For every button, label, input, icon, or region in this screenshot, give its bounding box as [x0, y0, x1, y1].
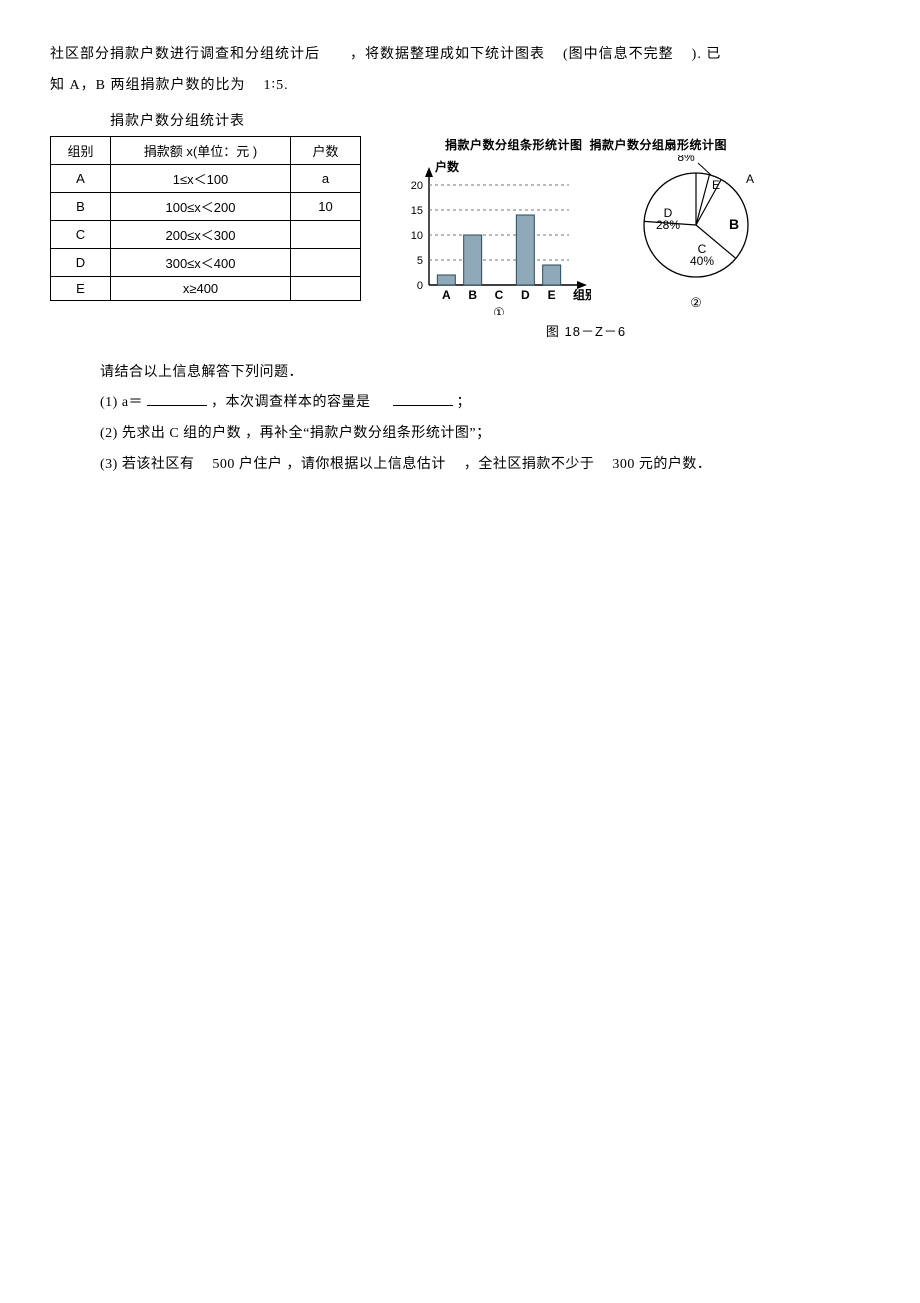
svg-text:C: C: [495, 288, 504, 302]
table-title: 捐款户数分组统计表: [110, 110, 870, 130]
svg-text:组别: 组别: [573, 287, 591, 302]
table-cell: B: [51, 192, 111, 220]
intro-paragraph: 社区部分捐款户数进行调查和分组统计后 ，将数据整理成如下统计图表 (图中信息不完整)…: [50, 40, 870, 102]
q1-text-c: ；: [457, 395, 472, 410]
table-cell: E: [51, 276, 111, 300]
svg-text:10: 10: [411, 230, 423, 242]
svg-text:20: 20: [411, 180, 423, 192]
table-cell: [291, 248, 361, 276]
table-cell: D: [51, 248, 111, 276]
intro-text-1d: ). 已: [692, 47, 722, 62]
table-header: 户数: [291, 136, 361, 164]
table-cell: 100≤x＜200: [111, 192, 291, 220]
svg-text:28%: 28%: [656, 218, 680, 232]
svg-text:15: 15: [411, 205, 423, 217]
svg-text:户数: 户数: [435, 159, 460, 174]
svg-text:5: 5: [417, 255, 423, 267]
table-cell: x≥400: [111, 276, 291, 300]
table-row: C200≤x＜300: [51, 220, 361, 248]
bar-chart-title: 捐款户数分组条形统计图: [445, 138, 583, 152]
svg-text:D: D: [521, 288, 530, 302]
table-header: 组别: [51, 136, 111, 164]
charts-area: 捐款户数分组条形统计图 捐款户数分组扇形统计图 户数 0 5 10 15 20 A B C D E 组…: [391, 136, 781, 340]
q3-text-a: (3) 若该社区有: [100, 457, 194, 472]
table-cell: [291, 220, 361, 248]
intro-text-2b: 1∶5.: [263, 78, 288, 93]
blank-field: [393, 392, 453, 406]
table-cell: A: [51, 164, 111, 192]
table-header-row: 组别 捐款额 x(单位：元 ) 户数: [51, 136, 361, 164]
q1-text-a: (1) a＝: [100, 395, 143, 410]
q3-text-b: 500 户住户 ，请你根据以上信息估计: [212, 457, 446, 472]
svg-text:①: ①: [493, 305, 505, 315]
svg-text:0: 0: [417, 280, 423, 292]
svg-text:E: E: [712, 178, 720, 192]
table-cell: 200≤x＜300: [111, 220, 291, 248]
questions-lead: 请结合以上信息解答下列问题．: [100, 358, 870, 389]
intro-text-1b: ，将数据整理成如下统计图表: [350, 47, 545, 62]
q1-text-b: ，本次调查样本的容量是: [211, 395, 371, 410]
svg-text:40%: 40%: [690, 254, 714, 268]
svg-text:A: A: [442, 288, 451, 302]
table-row: B100≤x＜20010: [51, 192, 361, 220]
table-header: 捐款额 x(单位：元 ): [111, 136, 291, 164]
svg-text:A: A: [746, 172, 754, 186]
table-row: D300≤x＜400: [51, 248, 361, 276]
table-cell: 10: [291, 192, 361, 220]
intro-text-1c: (图中信息不完整: [563, 47, 674, 62]
svg-text:8%: 8%: [677, 155, 695, 164]
questions-block: 请结合以上信息解答下列问题． (1) a＝ ，本次调查样本的容量是 ； (2) …: [100, 358, 870, 481]
q3-text-c: ，全社区捐款不少于: [464, 457, 595, 472]
table-row: Ex≥400: [51, 276, 361, 300]
table-cell: C: [51, 220, 111, 248]
table-cell: 300≤x＜400: [111, 248, 291, 276]
blank-field: [147, 392, 207, 406]
svg-text:B: B: [729, 216, 739, 232]
table-cell: [291, 276, 361, 300]
q2-text: (2) 先求出 C 组的户数 ，再补全“捐款户数分组条形统计图”；: [100, 419, 870, 450]
q3-text-d: 300 元的户数．: [612, 457, 711, 472]
table-cell: 1≤x＜100: [111, 164, 291, 192]
svg-text:E: E: [548, 288, 556, 302]
pie-chart-title: 捐款户数分组扇形统计图: [590, 138, 728, 152]
table-row: A1≤x＜100a: [51, 164, 361, 192]
table-cell: a: [291, 164, 361, 192]
donation-table: 组别 捐款额 x(单位：元 ) 户数 A1≤x＜100aB100≤x＜20010…: [50, 136, 361, 301]
pie-chart: A8%EBD28%C40%②: [611, 155, 781, 315]
intro-text-2a: 知 A，B 两组捐款户数的比为: [50, 78, 245, 93]
svg-text:B: B: [468, 288, 477, 302]
svg-text:②: ②: [690, 295, 702, 310]
figure-caption: 图 18－Z－6: [546, 321, 626, 340]
intro-text-1a: 社区部分捐款户数进行调查和分组统计后: [50, 47, 320, 62]
bar-chart: 户数 0 5 10 15 20 A B C D E 组别 ①: [391, 155, 591, 315]
